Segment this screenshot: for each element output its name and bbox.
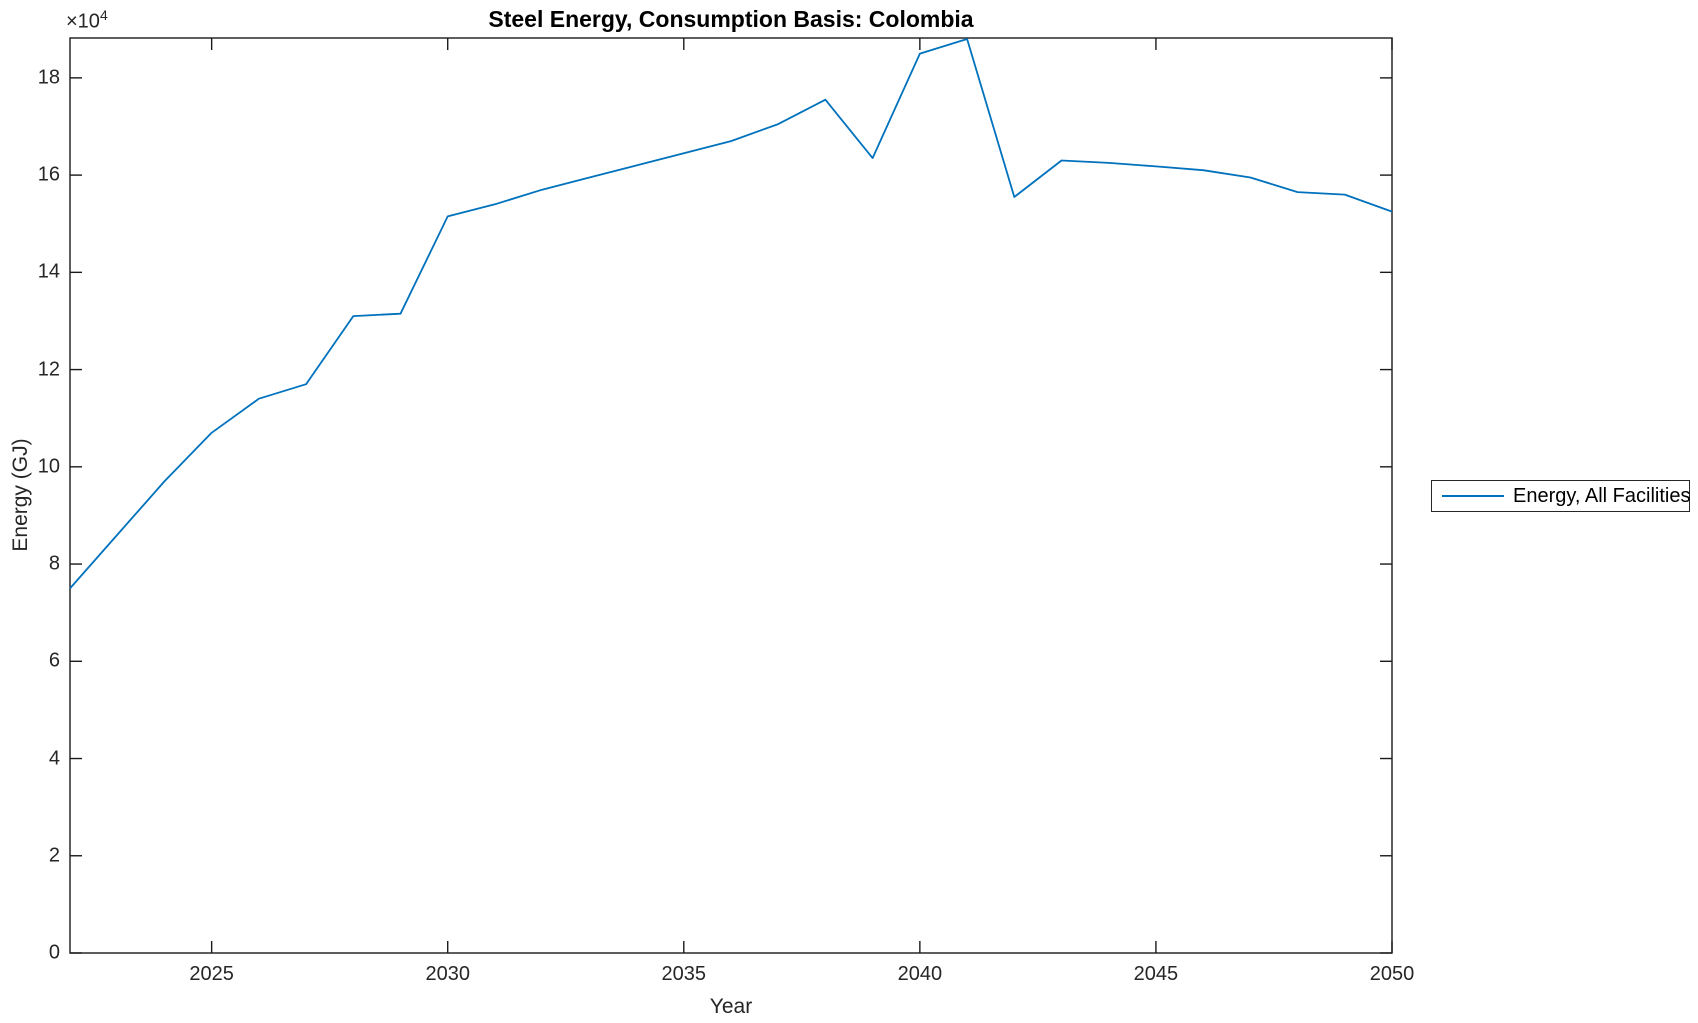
y-tick-label: 0 <box>48 941 60 964</box>
y-tick-label: 12 <box>37 358 60 381</box>
y-axis-label: Energy (GJ) <box>9 438 32 552</box>
legend: Energy, All Facilities <box>1431 480 1690 512</box>
x-tick-label: 2050 <box>1369 963 1415 985</box>
chart-title: Steel Energy, Consumption Basis: Colombi… <box>488 6 974 32</box>
legend-line-sample <box>1442 495 1504 497</box>
plot-border <box>69 37 1393 954</box>
y-tick-label: 10 <box>37 455 60 478</box>
legend-entry-label: Energy, All Facilities <box>1513 484 1691 507</box>
x-tick-label: 2035 <box>661 963 707 985</box>
y-tick-label: 6 <box>48 649 60 672</box>
y-tick-label: 4 <box>48 747 60 770</box>
x-axis-label: Year <box>709 995 753 1018</box>
y-tick-label: 18 <box>37 66 60 89</box>
y-tick-label: 2 <box>48 844 60 867</box>
x-tick-label: 2045 <box>1133 963 1179 985</box>
y-tick-label: 14 <box>37 260 60 283</box>
data-line <box>69 38 1393 589</box>
y-tick-label: 16 <box>37 163 60 186</box>
x-tick-label: 2025 <box>189 963 234 985</box>
y-tick-label: 8 <box>48 552 60 575</box>
y-axis-exponent: ×104 <box>66 7 108 33</box>
x-tick-label: 2030 <box>425 963 470 985</box>
x-tick-label: 2040 <box>897 963 943 985</box>
